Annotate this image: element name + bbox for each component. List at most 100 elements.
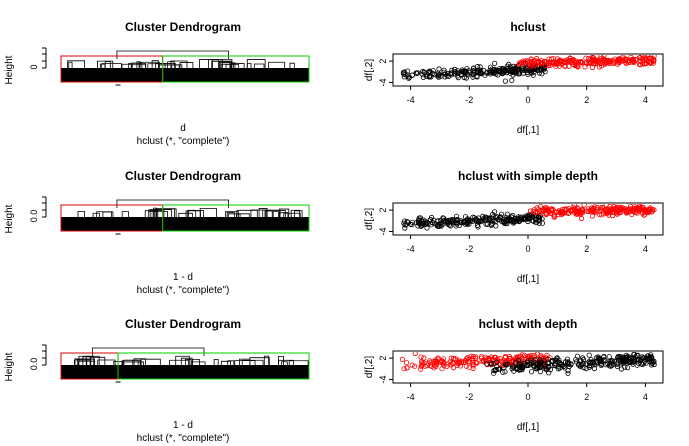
dendrogram-branch	[279, 212, 289, 217]
dendrogram-leaves	[61, 68, 309, 82]
dendrogram-xlabel: 1 - d	[173, 272, 193, 283]
scatter-point	[495, 72, 501, 78]
scatter-point	[579, 355, 586, 361]
scatter-point	[637, 55, 644, 61]
scatter-point	[511, 368, 517, 374]
scatter-xtick-label: 0	[525, 244, 530, 254]
scatter-point	[630, 207, 636, 213]
scatter-point	[590, 57, 597, 63]
scatter-point	[550, 206, 556, 213]
scatter-point	[516, 61, 522, 68]
scatter-xtick-label: -4	[407, 95, 415, 105]
scatter-point	[502, 68, 509, 74]
scatter-ytick-label: 2	[378, 208, 388, 213]
dendrogram-ylabel: Height	[4, 352, 15, 381]
scatter-point	[409, 362, 415, 368]
dendrogram-branch	[169, 359, 190, 365]
scatter-point	[463, 357, 469, 363]
scatter-point	[406, 75, 412, 81]
scatter-ytick-label: -4	[378, 78, 388, 86]
scatter-point	[589, 213, 596, 219]
scatter-point	[496, 68, 502, 75]
scatter-point	[562, 359, 569, 365]
scatter-point	[474, 73, 480, 79]
dendrogram-branch	[227, 360, 235, 365]
scatter-point	[536, 365, 542, 371]
scatter-point	[518, 217, 524, 223]
dendrogram-branch	[218, 61, 231, 68]
panel-row-2: Cluster Dendrogram Height 0.0 1 - d hclust (…	[4, 169, 664, 296]
dendrogram-branches	[77, 199, 303, 217]
scatter-point	[516, 360, 522, 366]
dendrogram-branch	[226, 212, 235, 217]
scatter-point	[540, 208, 547, 215]
scatter-xtick-label: 4	[643, 392, 648, 402]
dendrogram-plot: Cluster Dendrogram Height 0.0 1 - d hclust (…	[4, 317, 310, 444]
scatter-point	[631, 352, 637, 357]
scatter-xtick-label: 0	[525, 392, 530, 402]
dendrogram-branch	[144, 210, 157, 217]
scatter-point	[618, 206, 624, 212]
scatter-point	[618, 358, 624, 364]
scatter-point	[637, 204, 643, 210]
scatter-point	[504, 211, 510, 217]
scatter-series-2	[527, 204, 657, 222]
scatter-point	[436, 72, 442, 78]
scatter-point	[415, 70, 421, 76]
scatter-point	[478, 355, 485, 361]
scatter-point	[642, 60, 648, 67]
dendrogram-title: Cluster Dendrogram	[125, 169, 241, 183]
dendrogram-branch	[272, 211, 279, 217]
scatter-point	[419, 218, 425, 224]
scatter-point	[589, 56, 596, 63]
dendrogram-branch	[68, 61, 73, 68]
scatter-point	[540, 67, 547, 73]
dendrogram-ylabel: Height	[4, 55, 15, 84]
dendrogram-branch	[225, 211, 239, 217]
scatter-point	[474, 70, 480, 76]
scatter-point	[598, 212, 605, 218]
dendrogram-branch	[101, 63, 122, 68]
scatter-point	[482, 72, 488, 78]
dendrogram-branch	[185, 210, 201, 217]
scatter-point	[488, 362, 494, 368]
scatter-point	[505, 361, 511, 367]
dendrogram-branch	[74, 358, 88, 365]
scatter-point	[506, 353, 512, 359]
scatter-point	[586, 362, 593, 369]
scatter-point	[578, 215, 585, 222]
scatter-point	[581, 204, 587, 208]
scatter-point	[480, 213, 486, 220]
scatter-point	[413, 70, 419, 76]
scatter-point	[606, 354, 612, 360]
scatter-xtick-label: -2	[465, 392, 473, 402]
scatter-point	[631, 352, 637, 358]
dendrogram-branch	[99, 63, 106, 68]
scatter-xtick-label: -2	[465, 244, 473, 254]
scatter-point	[421, 355, 427, 361]
scatter-point	[524, 359, 530, 365]
scatter-point	[543, 59, 550, 65]
dendrogram-branch	[158, 64, 180, 68]
scatter-point	[597, 60, 603, 66]
scatter-point	[554, 355, 560, 361]
scatter-point	[517, 366, 523, 373]
dendrogram-branch	[121, 63, 133, 68]
scatter-xlabel: df[,1]	[517, 422, 539, 433]
scatter-series-2	[484, 352, 657, 376]
scatter-point	[442, 74, 448, 80]
dendrogram-root-merge	[91, 347, 205, 356]
scatter-point	[454, 68, 460, 74]
dendrogram-branch	[104, 61, 111, 68]
scatter-point	[508, 218, 514, 224]
dendrogram-ytick-label: 0.0	[29, 210, 39, 223]
scatter-point	[448, 355, 454, 361]
scatter-point	[455, 217, 461, 223]
dendrogram-branch	[249, 357, 270, 365]
scatter-point	[539, 57, 545, 64]
dendrogram-branch	[264, 210, 286, 217]
dendrogram-xlabel: 1 - d	[173, 420, 193, 431]
dendrogram-branch	[258, 208, 268, 217]
scatter-point	[648, 352, 654, 358]
scatter-point	[575, 59, 582, 65]
